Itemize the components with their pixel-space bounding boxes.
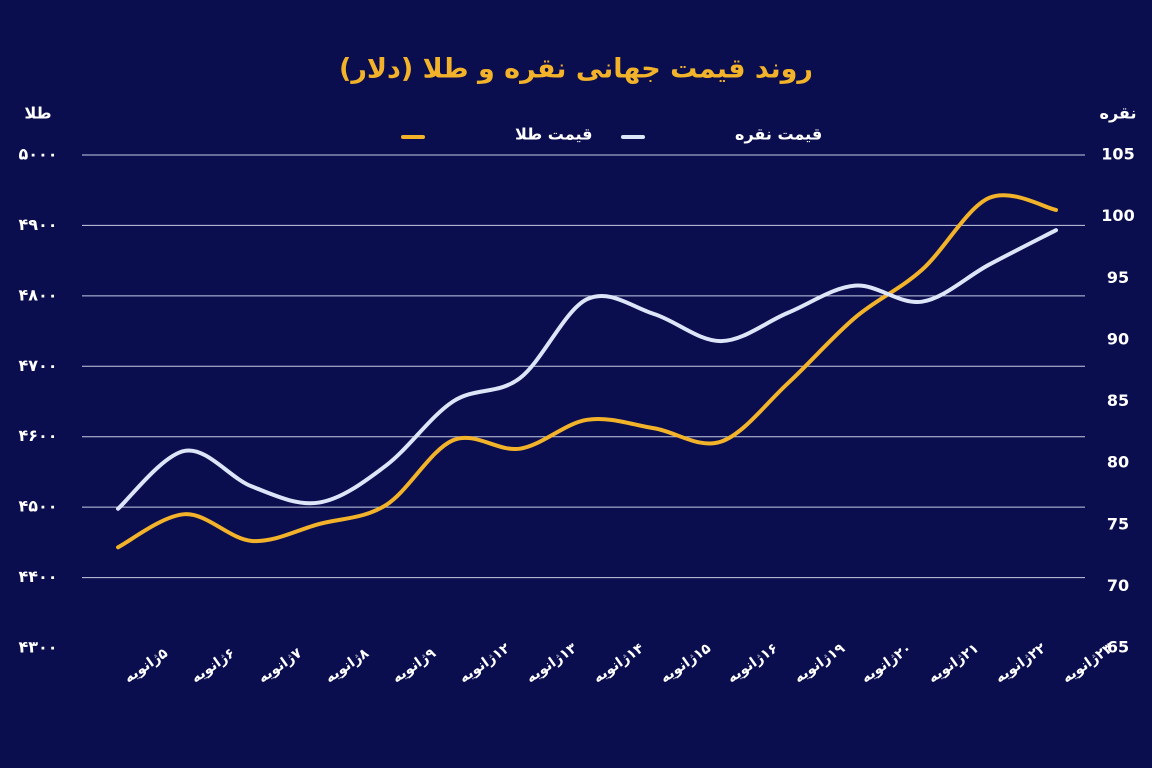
series-line xyxy=(116,193,1058,550)
y2-axis-label: نقره xyxy=(1100,104,1137,123)
y2-tick-label: 65 xyxy=(1107,638,1129,657)
legend-label: قیمت طلا xyxy=(515,125,592,144)
y-axis-label: طلا xyxy=(24,104,51,123)
y2-tick-label: 95 xyxy=(1107,268,1129,287)
legend-label: قیمت نقره xyxy=(735,125,822,144)
chart-title: روند قیمت جهانی نقره و طلا (دلار) xyxy=(339,54,813,85)
y-tick-label: ۴۸۰۰ xyxy=(18,285,57,304)
y2-tick-label: 85 xyxy=(1107,391,1129,410)
y-tick-label: ۴۷۰۰ xyxy=(18,356,57,375)
y-tick-label: ۴۳۰۰ xyxy=(18,638,57,657)
y2-tick-label: 80 xyxy=(1107,453,1129,472)
y-tick-label: ۵۰۰۰ xyxy=(18,145,57,164)
y-tick-label: ۴۵۰۰ xyxy=(18,497,57,516)
y2-tick-label: 100 xyxy=(1101,206,1134,225)
y2-tick-label: 90 xyxy=(1107,329,1129,348)
y2-tick-label: 75 xyxy=(1107,514,1129,533)
y2-tick-label: 105 xyxy=(1101,145,1134,164)
y2-tick-label: 70 xyxy=(1107,576,1129,595)
series-line xyxy=(116,228,1058,511)
y-tick-label: ۴۹۰۰ xyxy=(18,215,57,234)
y-tick-label: ۴۶۰۰ xyxy=(18,426,57,445)
y-tick-label: ۴۴۰۰ xyxy=(18,567,57,586)
